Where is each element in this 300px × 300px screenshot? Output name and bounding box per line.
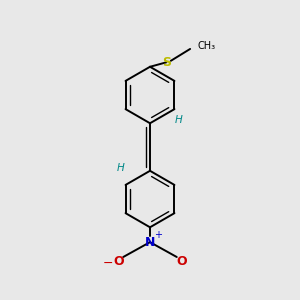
Text: O: O bbox=[113, 255, 124, 268]
Text: CH₃: CH₃ bbox=[198, 41, 216, 51]
Text: N: N bbox=[145, 236, 155, 249]
Text: H: H bbox=[174, 115, 182, 125]
Text: +: + bbox=[154, 230, 162, 240]
Text: H: H bbox=[116, 163, 124, 173]
Text: −: − bbox=[102, 257, 113, 270]
Text: O: O bbox=[176, 255, 187, 268]
Text: S: S bbox=[162, 56, 171, 69]
